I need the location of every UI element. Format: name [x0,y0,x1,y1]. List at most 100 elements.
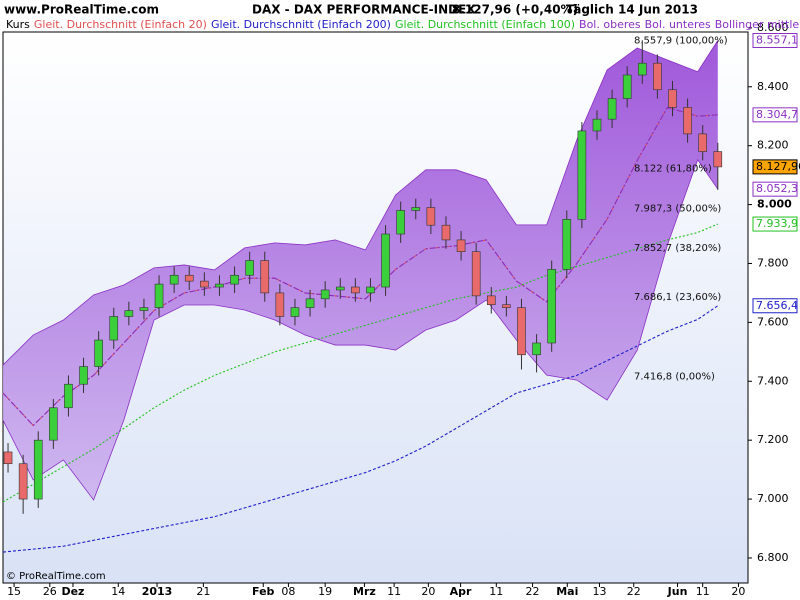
value-box [752,298,798,314]
y-tick-label: 7.400 [757,374,789,387]
fib-label: 8.557,9 (100,00%) [634,35,728,46]
value-box-label: 8.557,1 [756,34,798,47]
value-box-label: 8.052,3 [756,182,798,195]
candle-body [592,118,602,132]
x-tick-label: Feb [252,585,275,598]
site: www.ProRealTime.com [4,3,159,17]
candle-body [471,251,481,297]
candle-body [260,260,270,294]
y-tick-label: 6.800 [757,551,789,564]
x-tick-label: 21 [196,585,210,598]
fib-label: 7.852,7 (38,20%) [634,243,721,254]
x-tick-label: 22 [526,585,540,598]
candle-body [698,133,707,152]
overlay-line [2,223,719,503]
x-tick-label: 15 [7,585,21,598]
candle-body [215,283,224,288]
x-tick-label: 13 [593,585,607,598]
candle-body [64,383,73,409]
candle-body [562,218,572,270]
candle-body [577,130,587,220]
value-box [752,216,798,232]
x-tick-label: 20 [421,585,435,598]
candle-body [290,307,300,317]
candle-body [154,283,164,308]
x-tick-label: 14 [111,585,125,598]
bollinger-band [3,40,718,500]
candle-body [139,307,149,311]
fib-label: 7.416,8 (0,00%) [634,371,715,382]
x-tick-label: Jun [667,585,688,598]
value-box [752,107,798,123]
candle-body [275,292,285,317]
y-tick-label: 8.600 [757,21,789,34]
candle-body [351,286,360,294]
y-tick-label: 7.000 [757,492,789,505]
candle-body [653,62,662,91]
fib-label: 8.122 (61,80%) [634,164,712,175]
candle-body [486,295,496,306]
candle-body [426,207,436,226]
x-tick-label: 11 [696,585,710,598]
y-tick-label: 8.000 [757,198,792,211]
x-tick-label: 20 [731,585,745,598]
candle-body [637,62,647,76]
candle-body [200,280,209,288]
candle-body [3,451,13,465]
candle-body [109,316,119,341]
x-tick-label: Mai [556,585,578,598]
candle-body [668,89,677,108]
candle-body [441,224,451,241]
x-tick-label: 22 [627,585,641,598]
overlay-line [2,40,719,366]
candle-body [622,74,632,99]
y-tick-label: 7.600 [757,315,789,328]
quote: 8.127,96 (+0,40%) [452,3,578,17]
y-tick-label: 8.200 [757,139,789,152]
value-box-label: 7.656,4 [756,299,798,312]
legend-entry: Bollinger mittleres (20 2) [715,18,800,31]
candle-body [33,439,43,500]
fib-label: 7.987,3 (50,00%) [634,203,721,214]
value-box-label: 7.933,9 [756,217,798,230]
candle-body [79,366,88,385]
candle-body [411,207,421,211]
x-tick-label: 26 [43,585,57,598]
legend-entry: Gleit. Durchschnitt (Einfach 200) [211,18,391,31]
candle-body [381,233,390,288]
x-tick-label: 2013 [142,585,173,598]
candle-body [184,274,194,282]
y-tick-label: 7.200 [757,433,789,446]
candle-body [94,339,103,367]
candle-body [547,269,556,344]
subtitle: Täglich 14 Jun 2013 [566,3,698,17]
candle-body [517,307,526,356]
candle-body [305,298,315,308]
x-tick-label: 08 [281,585,295,598]
overlay-line [2,305,719,553]
legend-entry: Bol. unteres [645,18,711,31]
candle-body [456,239,466,252]
candle-body [124,310,134,317]
fib-label: 7.686,1 (23,60%) [634,292,721,303]
candle-body [502,304,511,308]
candle-body [320,289,330,300]
x-tick-label: 19 [318,585,332,598]
candle-body [713,151,723,168]
candle-body [245,260,254,276]
legend-entry: Kurs [6,18,30,31]
footer: © ProRealTime.com [6,571,106,582]
candle-body [230,274,239,285]
legend-entry: Gleit. Durchschnitt (Einfach 20) [34,18,207,31]
candle-body [532,342,541,356]
value-box [752,159,798,175]
candle-body [169,274,179,285]
chart-title: DAX - DAX PERFORMANCE-INDEX [252,3,476,17]
candle-body [18,463,28,500]
candle-body [49,407,58,441]
candle-body [607,98,617,120]
x-tick-label: 11 [489,585,503,598]
y-tick-label: 8.400 [757,80,789,93]
candle-body [396,210,405,235]
